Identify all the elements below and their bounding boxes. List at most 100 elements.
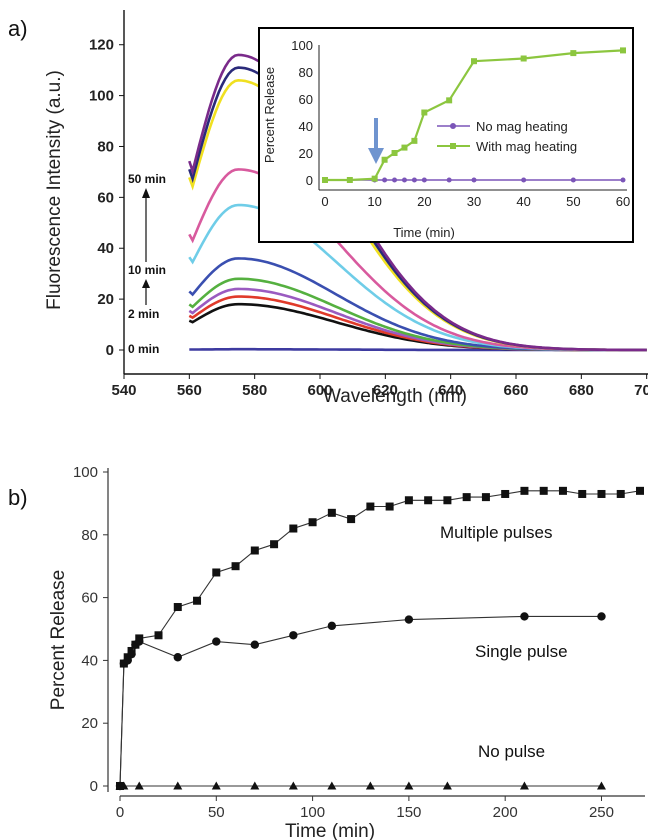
- point-multiple-pulses: [366, 502, 375, 511]
- point-multiple-pulses: [193, 596, 202, 605]
- legend-marker-no-mag: [450, 123, 456, 129]
- inset-point-with-mag: [620, 47, 626, 54]
- point-multiple-pulses: [404, 496, 413, 505]
- point-no-pulse: [119, 781, 129, 790]
- b-x-tick-label: 150: [396, 804, 421, 821]
- b-y-tick-label: 0: [90, 778, 98, 795]
- a-x-tick-label: 600: [307, 382, 332, 399]
- b-y-tick-label: 100: [73, 464, 98, 481]
- inset-x-tick-label: 40: [516, 194, 530, 209]
- inset-point-no-mag: [446, 177, 452, 183]
- inset-point-with-mag: [381, 156, 388, 163]
- panel-a-ticks: 5405605806006206406606807007200204060801…: [89, 37, 648, 399]
- point-multiple-pulses: [539, 486, 548, 495]
- point-single-pulse: [250, 640, 260, 649]
- point-single-pulse: [135, 637, 144, 646]
- point-single-pulse: [520, 612, 529, 621]
- inset-point-with-mag: [471, 58, 477, 65]
- point-multiple-pulses: [308, 518, 317, 527]
- point-no-pulse: [404, 781, 414, 790]
- legend-label-no-mag: No mag heating: [476, 119, 568, 134]
- inset-point-with-mag: [401, 144, 408, 151]
- a-x-tick-label: 560: [177, 382, 202, 399]
- point-no-pulse: [365, 781, 375, 790]
- a-y-tick-label: 0: [106, 342, 114, 359]
- time-label-0min: 0 min: [128, 342, 159, 356]
- point-single-pulse: [127, 649, 136, 659]
- point-no-pulse: [596, 781, 606, 790]
- point-single-pulse: [173, 653, 182, 662]
- a-x-tick-label: 540: [111, 382, 136, 399]
- label-no-pulse: No pulse: [478, 742, 545, 761]
- spectrum-line-1: [188, 302, 647, 352]
- inset-series: [322, 47, 626, 183]
- point-multiple-pulses: [289, 524, 298, 533]
- inset-point-no-mag: [570, 177, 576, 183]
- inset-point-no-mag: [382, 177, 388, 183]
- inset-y-axis-title: Percent Release: [262, 67, 277, 163]
- panel-b-x-axis-title: Time (min): [285, 821, 375, 840]
- label-single-pulse: Single pulse: [475, 642, 568, 661]
- point-no-pulse: [327, 781, 337, 790]
- a-x-tick-label: 620: [373, 382, 398, 399]
- inset-point-with-mag: [446, 97, 453, 104]
- a-y-tick-label: 100: [89, 88, 114, 105]
- point-single-pulse: [597, 612, 606, 621]
- b-x-tick-label: 250: [589, 804, 614, 821]
- b-y-tick-label: 60: [81, 590, 98, 607]
- inset-point-no-mag: [521, 177, 527, 183]
- b-y-tick-label: 80: [81, 527, 98, 544]
- point-multiple-pulses: [250, 546, 259, 555]
- b-y-tick-label: 20: [81, 715, 98, 732]
- point-multiple-pulses: [501, 489, 510, 498]
- a-y-tick-label: 80: [97, 138, 114, 155]
- point-single-pulse: [404, 615, 414, 624]
- inset-y-tick-label: 80: [299, 65, 313, 80]
- time-arrowhead-upper: [142, 188, 150, 198]
- point-multiple-pulses: [616, 489, 625, 498]
- point-multiple-pulses: [578, 489, 587, 498]
- panel-b-y-axis-title: Percent Release: [48, 570, 69, 710]
- inset-point-with-mag: [371, 175, 378, 182]
- inset-arrowhead: [368, 148, 384, 164]
- b-y-tick-label: 40: [81, 652, 98, 669]
- panel-a-time-annotations: 50 min 10 min 2 min 0 min: [128, 172, 166, 356]
- inset-point-with-mag: [421, 109, 428, 116]
- point-multiple-pulses: [558, 486, 567, 495]
- point-multiple-pulses: [154, 631, 163, 640]
- inset-x-tick-label: 50: [566, 194, 580, 209]
- point-no-pulse: [250, 781, 260, 790]
- inset-point-with-mag: [411, 137, 418, 144]
- a-y-tick-label: 120: [89, 37, 114, 54]
- a-x-tick-label: 580: [242, 382, 267, 399]
- b-x-tick-label: 200: [493, 804, 518, 821]
- point-multiple-pulses: [347, 515, 356, 524]
- inset-point-with-mag: [520, 55, 527, 62]
- inset-point-no-mag: [411, 177, 417, 183]
- inset-x-tick-label: 0: [321, 194, 328, 209]
- inset-ticks: 0 10 20 30 40 50 60 0 20 40 60 80 100: [291, 38, 630, 209]
- inset-x-tick-label: 10: [367, 194, 381, 209]
- a-x-tick-label: 700: [634, 382, 648, 399]
- point-multiple-pulses: [385, 502, 394, 511]
- inset-arrow: [368, 118, 384, 164]
- point-no-pulse: [173, 781, 183, 790]
- panel-a-y-axis-title: Fluorescence Intensity (a.u.): [44, 70, 65, 310]
- inset-point-no-mag: [620, 177, 626, 183]
- time-label-50min: 50 min: [128, 172, 166, 186]
- point-multiple-pulses: [231, 562, 240, 571]
- inset-axes: [318, 45, 627, 191]
- b-x-tick-label: 100: [300, 804, 325, 821]
- panel-b-label: b): [8, 485, 28, 510]
- series-line-square: [119, 490, 641, 787]
- a-x-tick-label: 660: [503, 382, 528, 399]
- inset-point-with-mag: [322, 177, 328, 183]
- a-y-tick-label: 60: [97, 189, 114, 206]
- label-multiple-pulses: Multiple pulses: [440, 523, 552, 542]
- inset-point-no-mag: [471, 177, 477, 183]
- point-no-pulse: [211, 781, 221, 790]
- panel-a-label: a): [8, 16, 28, 41]
- a-y-tick-label: 40: [97, 240, 114, 257]
- point-no-pulse: [288, 781, 298, 790]
- inset-legend: No mag heating With mag heating: [437, 119, 577, 154]
